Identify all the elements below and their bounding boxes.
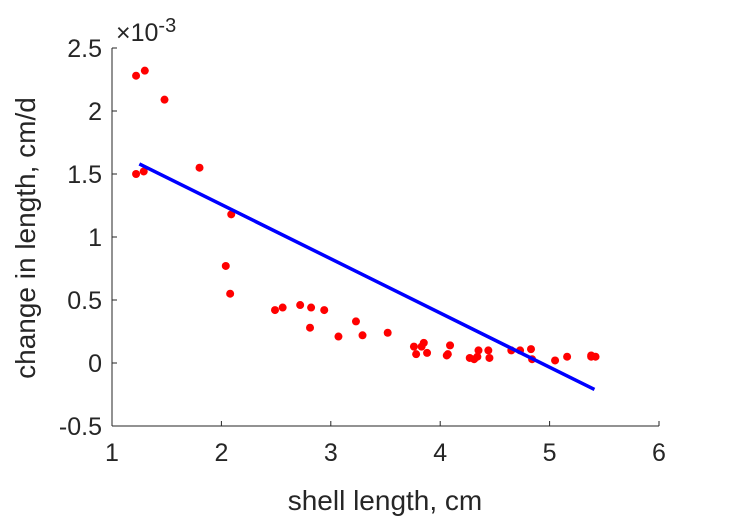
y-exponent-power: -3	[158, 15, 176, 37]
data-point	[419, 338, 428, 347]
y-tick-label: 0	[88, 350, 102, 378]
data-point	[446, 341, 455, 350]
y-axis-label: change in length, cm/d	[10, 97, 41, 379]
y-exponent-label: ×10-3	[116, 15, 176, 47]
data-point	[226, 289, 235, 298]
data-point	[351, 317, 360, 326]
x-tick-label: 4	[433, 439, 447, 467]
data-point	[306, 323, 315, 332]
data-point	[409, 342, 418, 351]
x-tick-label: 5	[543, 439, 557, 467]
data-point	[160, 95, 169, 104]
y-tick-label: 2.5	[67, 35, 102, 63]
x-axis-label: shell length, cm	[288, 485, 483, 516]
data-point	[221, 261, 230, 270]
x-tick-label: 3	[324, 439, 338, 467]
data-point	[278, 303, 287, 312]
data-point	[551, 356, 560, 365]
data-point	[334, 332, 343, 341]
data-point	[195, 163, 204, 172]
data-point	[296, 301, 305, 310]
data-point	[563, 352, 572, 361]
data-marks	[132, 66, 600, 392]
data-point	[139, 167, 148, 176]
data-point	[591, 352, 600, 361]
data-point	[358, 331, 367, 340]
data-point	[423, 348, 432, 357]
y-tick-label: 1.5	[67, 161, 102, 189]
x-tick-label: 6	[652, 439, 666, 467]
y-exponent-base: ×10	[116, 19, 158, 47]
data-point	[527, 345, 536, 354]
y-tick-label: 1	[88, 224, 102, 252]
data-point	[383, 328, 392, 337]
data-point	[473, 352, 482, 361]
data-point	[307, 303, 316, 312]
regression-line	[138, 162, 596, 392]
y-tick-label: -0.5	[59, 413, 102, 441]
data-point	[442, 351, 451, 360]
data-point	[132, 71, 141, 80]
data-point	[140, 66, 149, 75]
data-point	[484, 346, 493, 355]
x-tick-label: 1	[105, 439, 119, 467]
x-tick-label: 2	[214, 439, 228, 467]
data-point	[271, 306, 280, 315]
data-point	[412, 350, 421, 359]
svg-text:×10-3: ×10-3	[116, 15, 176, 47]
data-point	[474, 346, 483, 355]
data-point	[132, 170, 141, 178]
y-tick-label: 0.5	[67, 287, 102, 315]
y-tick-label: 2	[88, 98, 102, 126]
axes: 1 2 3 4 5 6 -0.5 0 0.5 1 1.5 2 2.5	[59, 35, 666, 467]
data-point	[320, 306, 329, 315]
data-point	[485, 353, 494, 362]
